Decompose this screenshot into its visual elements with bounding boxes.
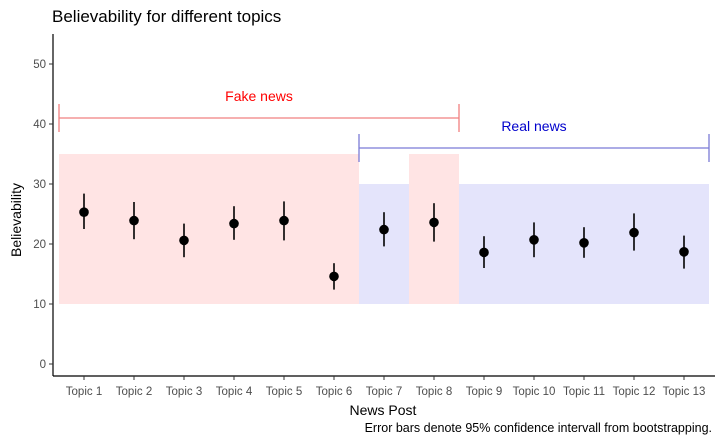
data-point-2 xyxy=(129,215,139,226)
data-point-10 xyxy=(529,235,539,245)
x-tick-label-1: Topic 1 xyxy=(66,386,102,398)
data-point-13 xyxy=(679,247,689,257)
data-point-7 xyxy=(379,224,389,235)
x-tick-label-3: Topic 3 xyxy=(166,386,202,398)
y-tick-label-20: 20 xyxy=(33,239,46,251)
data-point-9 xyxy=(479,247,489,258)
x-tick-label-13: Topic 13 xyxy=(663,386,706,398)
x-ticks: Topic 1 Topic 2 Topic 3 Topic 4 Topic 5 Topic… xyxy=(66,376,706,398)
y-axis-title: Believability xyxy=(8,183,24,257)
chart-title: Believability for different topics xyxy=(52,7,281,26)
data-point-8 xyxy=(429,217,439,228)
y-tick-label-10: 10 xyxy=(33,299,46,311)
x-tick-label-12: Topic 12 xyxy=(613,386,656,398)
data-point-11 xyxy=(579,238,589,248)
group-brackets: Fake news Real news xyxy=(58,88,710,162)
y-tick-label-0: 0 xyxy=(40,359,46,371)
x-tick-label-2: Topic 2 xyxy=(116,386,152,398)
group-bands xyxy=(59,154,709,304)
x-tick-label-4: Topic 4 xyxy=(216,386,253,398)
chart-caption: Error bars denote 95% confidence interva… xyxy=(365,421,712,435)
y-tick-label-30: 30 xyxy=(33,179,46,191)
data-point-12 xyxy=(629,227,639,238)
fake-news-label: Fake news xyxy=(225,88,293,104)
x-tick-label-11: Topic 11 xyxy=(563,386,605,398)
data-point-3 xyxy=(179,235,189,246)
y-ticks: 0 10 20 30 40 50 xyxy=(33,59,53,371)
x-tick-label-7: Topic 7 xyxy=(366,386,402,398)
data-point-5 xyxy=(279,215,289,226)
data-point-6 xyxy=(329,271,339,282)
x-tick-label-5: Topic 5 xyxy=(266,386,302,398)
data-point-1 xyxy=(79,207,89,217)
x-tick-label-6: Topic 6 xyxy=(316,386,352,398)
data-points xyxy=(79,193,689,290)
data-point-4 xyxy=(229,218,239,229)
y-tick-label-50: 50 xyxy=(33,59,46,71)
x-tick-label-9: Topic 9 xyxy=(466,386,502,398)
x-axis-title: News Post xyxy=(350,402,417,418)
y-tick-label-40: 40 xyxy=(33,119,46,131)
fake-news-band-1 xyxy=(59,154,359,304)
x-tick-label-10: Topic 10 xyxy=(513,386,556,398)
x-tick-label-8: Topic 8 xyxy=(416,386,452,398)
real-news-label: Real news xyxy=(501,118,566,134)
